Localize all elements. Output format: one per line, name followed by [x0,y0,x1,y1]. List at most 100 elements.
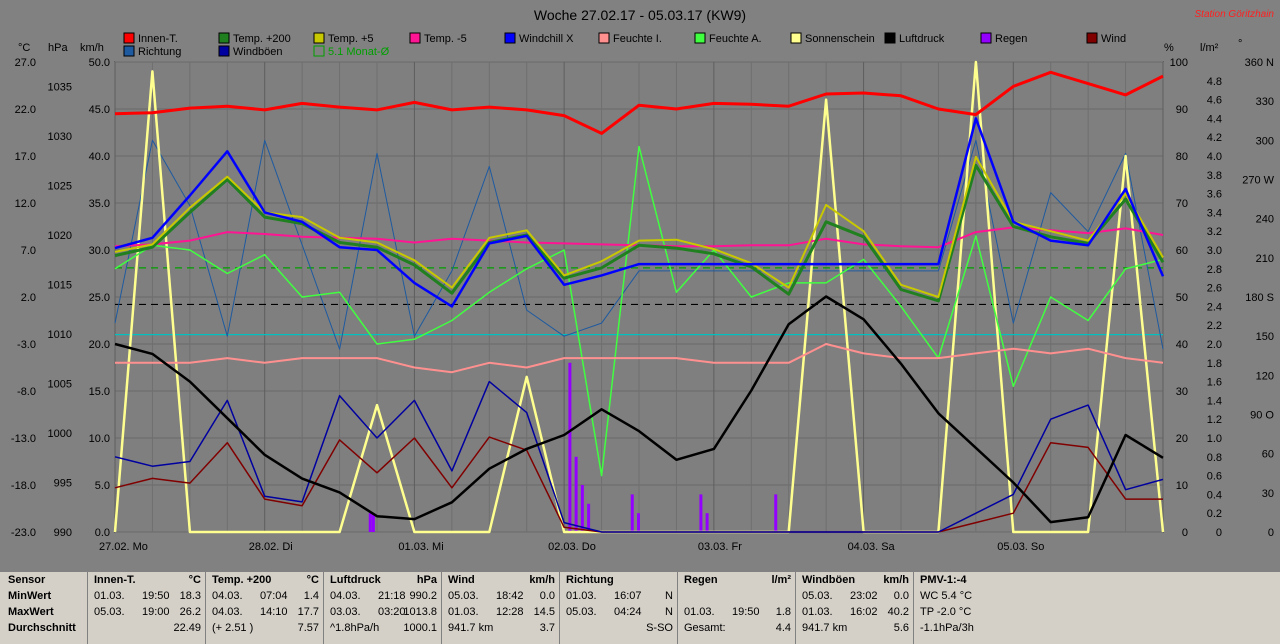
tick-label-temp: 27.0 [15,57,36,69]
tick-label-degree: 210 [1256,253,1274,265]
tick-label-degree: 240 [1256,214,1274,226]
legend-swatch [218,32,230,44]
series-line-innen-t- [114,70,1164,135]
legend-swatch [790,32,802,44]
stat-cell-value: 18.3 [179,590,201,602]
legend-swatch [598,32,610,44]
stat-column-title: Windböen [802,574,856,586]
stat-cell-date: 01.03. [802,606,833,618]
tick-label-temp: -13.0 [11,433,36,445]
sensor-header: Sensor [8,574,46,586]
tick-label-temp: 7.0 [21,245,36,257]
statistics-table: Sensor MinWert MaxWert Durchschnitt Inne… [0,572,1280,644]
stat-column-unit: hPa [416,574,437,586]
tick-label-x: 04.03. Sa [848,541,896,553]
tick-label-rain: 3.0 [1207,245,1222,257]
stat-column-title: Temp. +200 [212,574,272,586]
legend-label: Temp. +200 [233,33,291,45]
tick-label-degree: 300 [1256,135,1274,147]
stat-cell-value: 14.5 [533,606,555,618]
tick-label-degree: 90 O [1250,410,1274,422]
pmv-column: PMV-1:-4 WC 5.4 °C TP -2.0 °C -1.1hPa/3h [912,572,1032,644]
stat-cell-value: N [665,590,673,602]
tick-label-temp: 22.0 [15,104,36,116]
legend-swatch [980,32,992,44]
stat-cell-time: 23:02 [850,590,878,602]
rain-bar [637,513,640,532]
rain-bar [368,513,372,532]
stat-cell-value: 40.2 [887,606,909,618]
tick-label-degree: 30 [1262,488,1274,500]
rain-bar [580,485,584,532]
stat-cell-time: 04:24 [614,606,642,618]
rain-bar [699,494,703,532]
legend-swatch [1086,32,1098,44]
pmv-row: WC 5.4 °C [920,590,973,602]
stat-cell-time: 21:18 [378,590,406,602]
chart-title: Woche 27.02.17 - 05.03.17 (KW9) [534,7,746,23]
tick-label-x: 27.02. Mo [99,541,148,553]
tick-label-pressure: 1035 [48,82,72,94]
rain-bar [574,456,578,532]
stat-cell-value: 990.2 [409,590,437,602]
tick-label-degree: 150 [1256,331,1274,343]
tick-label-rain: 0 [1216,527,1222,539]
stat-column: Wind km/h 05.03. 18:42 0.0 01.03. 12:28 14.5 941… [442,572,560,644]
stat-cell-value: 7.57 [297,622,319,634]
tick-label-wind: 40.0 [89,151,110,163]
chart-svg: Woche 27.02.17 - 05.03.17 (KW9) Station G… [11,7,1275,553]
stat-column-title: Richtung [566,574,614,586]
tick-label-temp: 17.0 [15,151,36,163]
series-line-feuchte-i- [115,343,1164,374]
tick-label-wind: 25.0 [89,292,110,304]
legend-label: Temp. +5 [328,33,374,45]
chart-area: Woche 27.02.17 - 05.03.17 (KW9) Station G… [0,0,1280,572]
stat-cell-value: 1013.8 [403,606,437,618]
tick-label-percent: 60 [1176,245,1188,257]
stat-cell-value: 1000.1 [403,622,437,634]
stat-cell-time: 16:02 [850,606,878,618]
legend-swatch [504,32,516,44]
stat-cell-value: 0.0 [893,590,909,602]
series-line-windchill-x [114,117,1165,308]
stat-cell-value: 3.7 [539,622,555,634]
legend-swatch [218,45,230,57]
stat-cell-time: 19:50 [142,590,170,602]
legend-label: Sonnenschein [805,33,875,45]
tick-label-percent: 10 [1176,480,1188,492]
stat-cell-date: Gesamt: [684,622,726,634]
tick-label-rain: 3.6 [1207,189,1222,201]
tick-label-pressure: 995 [54,478,72,490]
stat-cell-value: 26.2 [179,606,201,618]
rain-bar [568,362,572,532]
stat-cell-date: 01.03. [448,606,479,618]
stat-cell-time: 19:50 [732,606,760,618]
legend-swatch [313,45,325,57]
stat-cell-time: 12:28 [496,606,524,618]
stat-cell-date: 01.03. [566,590,597,602]
axis-unit-wind: km/h [80,42,104,54]
tick-label-pressure: 1015 [48,280,72,292]
tick-label-wind: 15.0 [89,386,110,398]
stat-cell-value: 17.7 [297,606,319,618]
row-label-avg: Durchschnitt [8,622,76,634]
stat-cell-date: 05.03. [802,590,833,602]
tick-label-temp: 2.0 [21,292,36,304]
tick-label-wind: 10.0 [89,433,110,445]
axis-unit-pressure: hPa [48,42,68,54]
legend-swatch [313,32,325,44]
tick-label-degree: 330 [1256,96,1274,108]
tick-label-x: 28.02. Di [249,541,293,553]
tick-label-temp: -8.0 [17,386,36,398]
tick-label-rain: 1.0 [1207,433,1222,445]
stat-cell-time: 19:00 [142,606,170,618]
stat-cell-date: 05.03. [448,590,479,602]
stat-cell-time: 14:10 [260,606,288,618]
rain-bar [371,513,375,532]
tick-label-rain: 3.4 [1207,207,1222,219]
legend-swatch [123,45,135,57]
tick-label-degree: 0 [1268,527,1274,539]
stat-column-title: Regen [684,574,718,586]
stat-cell-value: 0.0 [539,590,555,602]
stat-cell-value: N [665,606,673,618]
